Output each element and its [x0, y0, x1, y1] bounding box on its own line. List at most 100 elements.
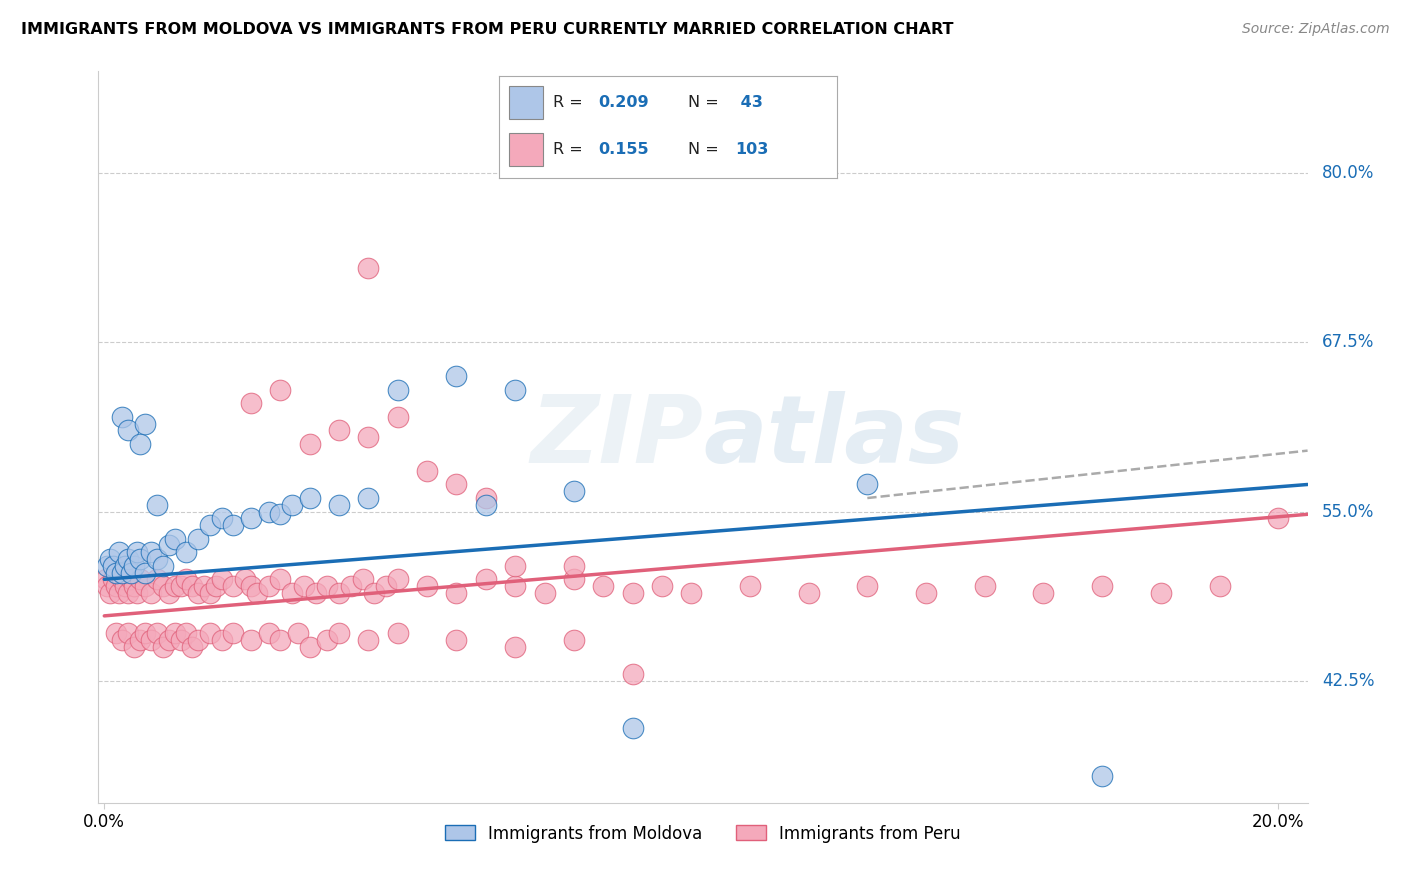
Point	[233, 572, 256, 586]
Point	[98, 552, 121, 566]
Legend: Immigrants from Moldova, Immigrants from Peru: Immigrants from Moldova, Immigrants from…	[439, 818, 967, 849]
Text: R =: R =	[553, 95, 588, 110]
Point	[387, 409, 409, 424]
Point	[125, 545, 148, 559]
Point	[108, 586, 131, 600]
Point	[176, 545, 198, 559]
Point	[134, 579, 156, 593]
Point	[111, 566, 134, 580]
Point	[316, 633, 339, 648]
Text: Source: ZipAtlas.com: Source: ZipAtlas.com	[1241, 22, 1389, 37]
Point	[105, 579, 128, 593]
Point	[1091, 579, 1114, 593]
Point	[152, 558, 174, 573]
Point	[198, 626, 221, 640]
Point	[141, 586, 163, 600]
Point	[134, 417, 156, 431]
Point	[738, 579, 761, 593]
Point	[621, 586, 644, 600]
Point	[128, 437, 150, 451]
Point	[298, 437, 321, 451]
Point	[222, 626, 245, 640]
Point	[169, 633, 191, 648]
Point	[122, 558, 145, 573]
Point	[157, 633, 180, 648]
Point	[475, 572, 498, 586]
Point	[211, 572, 233, 586]
Text: 0.155: 0.155	[599, 142, 650, 157]
Text: IMMIGRANTS FROM MOLDOVA VS IMMIGRANTS FROM PERU CURRENTLY MARRIED CORRELATION CH: IMMIGRANTS FROM MOLDOVA VS IMMIGRANTS FR…	[21, 22, 953, 37]
Point	[146, 498, 169, 512]
Point	[357, 491, 380, 505]
Point	[198, 518, 221, 533]
Point	[387, 383, 409, 397]
Point	[257, 626, 280, 640]
Point	[105, 626, 128, 640]
Point	[122, 640, 145, 654]
Point	[146, 572, 169, 586]
Point	[111, 409, 134, 424]
Point	[269, 633, 291, 648]
Point	[117, 626, 139, 640]
Point	[1091, 769, 1114, 783]
Point	[503, 383, 526, 397]
Point	[797, 586, 820, 600]
Point	[357, 430, 380, 444]
Point	[281, 498, 304, 512]
Point	[328, 586, 350, 600]
Text: 55.0%: 55.0%	[1322, 502, 1375, 521]
Point	[101, 572, 124, 586]
Point	[222, 579, 245, 593]
Point	[134, 626, 156, 640]
Text: 67.5%: 67.5%	[1322, 334, 1375, 351]
Point	[117, 423, 139, 437]
Point	[328, 626, 350, 640]
Text: 0.209: 0.209	[599, 95, 650, 110]
Point	[357, 260, 380, 275]
Point	[503, 558, 526, 573]
Point	[117, 552, 139, 566]
Point	[562, 558, 585, 573]
Point	[533, 586, 555, 600]
Point	[562, 633, 585, 648]
Point	[269, 383, 291, 397]
Point	[134, 566, 156, 580]
Point	[269, 508, 291, 522]
Point	[181, 640, 204, 654]
Point	[856, 477, 879, 491]
Point	[281, 586, 304, 600]
Point	[176, 626, 198, 640]
Point	[1208, 579, 1230, 593]
Point	[257, 579, 280, 593]
Point	[187, 532, 209, 546]
Point	[240, 579, 263, 593]
Point	[122, 579, 145, 593]
Point	[446, 477, 468, 491]
Point	[240, 396, 263, 410]
Text: R =: R =	[553, 142, 588, 157]
Point	[340, 579, 363, 593]
Bar	[509, 87, 543, 119]
Point	[1150, 586, 1173, 600]
Point	[621, 667, 644, 681]
Point	[128, 633, 150, 648]
Point	[856, 579, 879, 593]
Text: atlas: atlas	[703, 391, 965, 483]
Point	[181, 579, 204, 593]
Point	[287, 626, 309, 640]
Point	[141, 633, 163, 648]
Point	[120, 572, 142, 586]
Point	[1032, 586, 1054, 600]
Point	[187, 586, 209, 600]
Point	[292, 579, 315, 593]
Point	[475, 498, 498, 512]
Point	[163, 626, 186, 640]
Text: N =: N =	[688, 142, 724, 157]
Point	[257, 505, 280, 519]
Point	[651, 579, 673, 593]
Point	[298, 491, 321, 505]
Point	[114, 579, 136, 593]
Point	[94, 572, 117, 586]
Point	[387, 572, 409, 586]
Point	[269, 572, 291, 586]
